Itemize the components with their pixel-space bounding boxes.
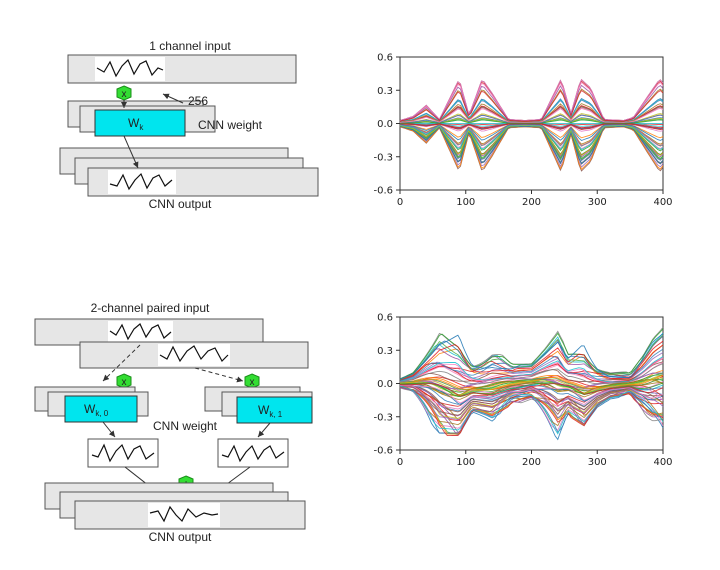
top-diagram: 1 channel input Wk x 256 CNN weight CNN … xyxy=(59,39,319,211)
y-tick-label: 0.3 xyxy=(377,346,393,357)
chart-series-line xyxy=(399,377,664,396)
bottom-dashed-left xyxy=(102,344,141,382)
chart-series-line xyxy=(399,384,664,404)
top-weight-label: CNN weight xyxy=(198,118,263,132)
x-tick-label: 400 xyxy=(653,197,672,208)
top-input-label: 1 channel input xyxy=(149,39,231,53)
chart-series-line xyxy=(399,379,664,396)
top-input-signal xyxy=(96,58,164,78)
bottom-output-signal-box xyxy=(148,503,220,527)
chart-series-line xyxy=(399,119,664,124)
top-weights-chart: 0.6 0.3 0.0 -0.3 -0.6 0 100 200 300 400 xyxy=(373,53,672,209)
chart-series-line xyxy=(399,372,664,391)
chart-series-group xyxy=(399,327,664,441)
bottom-weight-symbol-right: Wk, 1 xyxy=(258,403,283,419)
chart-series-line xyxy=(399,348,664,382)
bottom-arrow-right-down xyxy=(257,422,271,438)
top-arrow-to-output xyxy=(123,135,139,169)
chart-series-line xyxy=(399,328,664,380)
chart-series-line xyxy=(399,89,664,122)
top-output-signal xyxy=(109,172,173,191)
bottom-partial-output-left xyxy=(87,438,159,468)
bottom-output-label: CNN output xyxy=(149,530,212,544)
chart-series-line xyxy=(399,363,664,385)
y-tick-label: -0.3 xyxy=(373,412,393,423)
bottom-weight-box-right xyxy=(236,396,313,424)
bottom-weights-chart: 0.6 0.3 0.0 -0.3 -0.6 0 100 200 300 400 xyxy=(373,313,672,469)
chart-series-line xyxy=(399,340,664,381)
bottom-input-signal-1 xyxy=(109,323,172,341)
chart-series-line xyxy=(399,352,664,382)
chart-series-line xyxy=(399,107,664,123)
bottom-output-signal xyxy=(149,505,219,523)
y-tick-label: -0.6 xyxy=(373,186,393,197)
bottom-arrow-left-down xyxy=(102,421,116,438)
top-count-arrow xyxy=(162,93,184,104)
x-tick-label: 200 xyxy=(522,457,541,468)
x-tick-label: 300 xyxy=(588,197,607,208)
chart-series-line xyxy=(399,383,664,405)
bottom-weight-symbol-left: Wk, 0 xyxy=(84,402,109,418)
bottom-partial-signal-left xyxy=(91,443,155,463)
chart-series-line xyxy=(399,125,664,165)
chart-series-line xyxy=(399,383,664,397)
y-tick-label: -0.6 xyxy=(373,446,393,457)
bottom-input-signal-box-1 xyxy=(108,321,173,343)
x-tick-label: 100 xyxy=(456,197,475,208)
x-tick-label: 0 xyxy=(397,197,403,208)
chart-series-line xyxy=(399,382,664,397)
chart-series-line xyxy=(399,125,664,157)
top-count-label: 256 xyxy=(188,94,208,108)
y-tick-label: 0.3 xyxy=(377,86,393,97)
y-tick-label: 0.0 xyxy=(377,119,393,130)
top-output-label: CNN output xyxy=(149,197,212,211)
chart-series-line xyxy=(399,334,664,381)
y-tick-label: 0.6 xyxy=(377,313,393,324)
x-tick-label: 200 xyxy=(522,197,541,208)
bottom-multiply-symbol-right: x xyxy=(250,377,255,388)
y-tick-label: 0.6 xyxy=(377,53,393,64)
chart-series-line xyxy=(399,386,664,434)
bottom-diagram: 2-channel paired input x x Wk, 0 Wk, 1 C… xyxy=(34,301,313,544)
x-tick-label: 0 xyxy=(397,457,403,468)
chart-series-line xyxy=(399,382,664,400)
x-tick-label: 300 xyxy=(588,457,607,468)
top-output-signal-box xyxy=(108,170,176,194)
top-multiply-symbol: x xyxy=(122,89,127,100)
bottom-dashed-right xyxy=(194,367,244,383)
x-tick-label: 400 xyxy=(653,457,672,468)
bottom-partial-output-right xyxy=(217,438,289,468)
chart-series-group xyxy=(399,78,664,172)
bottom-weight-label: CNN weight xyxy=(153,419,218,433)
chart-series-line xyxy=(399,385,664,435)
top-weight-symbol: Wk xyxy=(128,116,144,132)
chart-series-line xyxy=(399,123,664,129)
chart-series-line xyxy=(399,361,664,383)
chart-series-line xyxy=(399,356,664,383)
chart-series-line xyxy=(399,333,664,380)
y-tick-label: -0.3 xyxy=(373,152,393,163)
bottom-partial-signal-right xyxy=(221,444,285,463)
top-input-signal-box xyxy=(95,57,165,81)
bottom-input-signal-2 xyxy=(159,345,229,363)
bottom-weight-box-left xyxy=(64,395,138,423)
top-weight-box xyxy=(94,109,186,137)
bottom-multiply-symbol-left: x xyxy=(122,377,127,388)
bottom-input-label: 2-channel paired input xyxy=(91,301,210,315)
y-tick-label: 0.0 xyxy=(377,379,393,390)
x-tick-label: 100 xyxy=(456,457,475,468)
